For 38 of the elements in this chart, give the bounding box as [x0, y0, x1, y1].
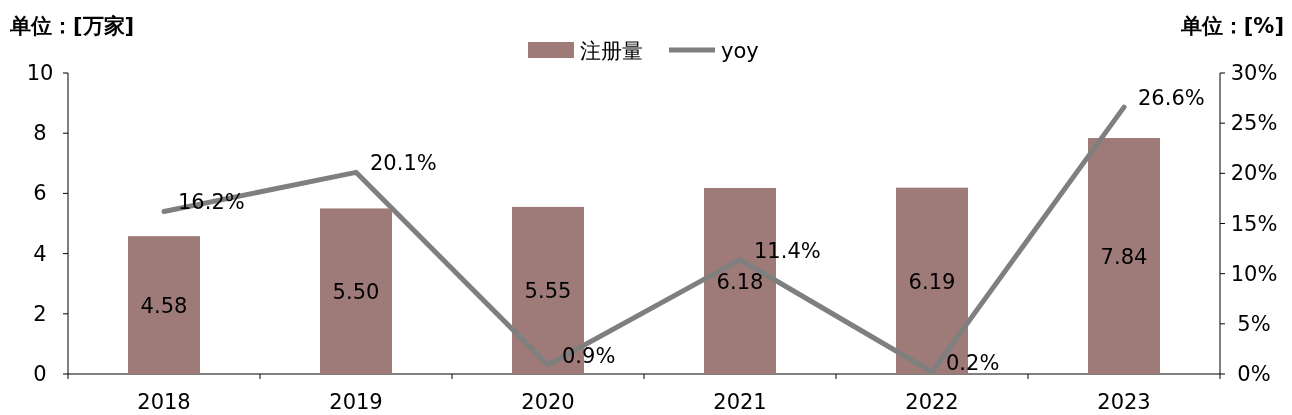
legend-label: yoy — [721, 39, 759, 63]
y2-tick-label: 30% — [1230, 61, 1278, 85]
bar — [1088, 138, 1160, 374]
data-label: 6.18 — [716, 269, 764, 294]
y-axis-title: 单位：[万家] — [9, 14, 135, 38]
y2-axis-title: 单位：[%] — [1179, 14, 1284, 38]
bar — [320, 208, 392, 374]
data-label: 11.4% — [754, 238, 821, 263]
x-tick-label: 2023 — [1097, 390, 1151, 414]
data-label: 0.2% — [946, 350, 1000, 375]
x-tick-label: 2019 — [329, 390, 383, 414]
legend-label: 注册量 — [580, 39, 643, 63]
y-tick-label: 6 — [33, 181, 47, 206]
bar — [128, 236, 200, 374]
data-label: 20.1% — [370, 151, 437, 176]
data-label: 26.6% — [1138, 86, 1205, 111]
data-label: 6.19 — [908, 269, 956, 294]
y2-tick-label: 0% — [1237, 362, 1271, 386]
x-tick-label: 2022 — [905, 390, 959, 414]
data-label: 16.2% — [178, 190, 245, 215]
y-tick-label: 2 — [33, 301, 47, 326]
y-tick-label: 10 — [26, 61, 54, 85]
x-tick-label: 2018 — [137, 390, 191, 414]
y2-tick-label: 25% — [1230, 111, 1278, 136]
y2-tick-label: 5% — [1237, 311, 1271, 336]
y2-tick-label: 10% — [1230, 261, 1278, 286]
y2-tick-label: 20% — [1230, 161, 1278, 186]
y-tick-label: 4 — [33, 241, 47, 266]
y2-tick-label: 15% — [1230, 211, 1278, 236]
data-label: 4.58 — [140, 294, 188, 319]
x-tick-label: 2020 — [521, 390, 575, 414]
y-tick-label: 8 — [33, 121, 47, 146]
x-tick-label: 2021 — [713, 390, 767, 414]
y-tick-label: 0 — [33, 362, 47, 386]
data-label: 5.55 — [524, 279, 572, 304]
data-label: 5.50 — [332, 280, 380, 305]
data-label: 7.84 — [1100, 245, 1148, 270]
data-label: 0.9% — [562, 343, 616, 368]
